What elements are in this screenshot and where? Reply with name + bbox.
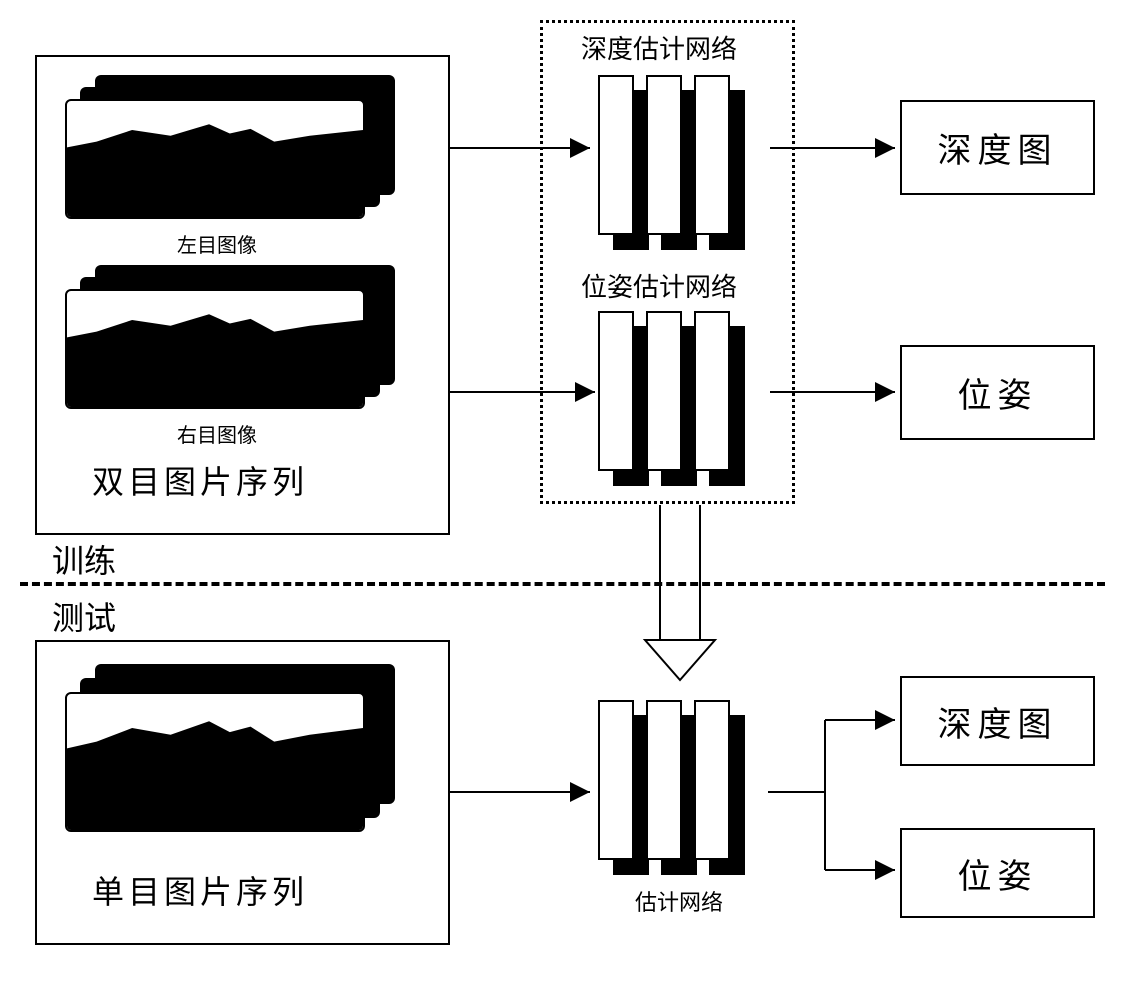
left-image-label: 左目图像 (177, 229, 257, 258)
test-network-icon (598, 700, 756, 880)
testing-output-pose-label: 位姿 (958, 849, 1038, 898)
mono-image-stack (65, 664, 400, 839)
training-section-label: 训练 (52, 536, 116, 582)
training-output-depth-label: 深度图 (938, 123, 1058, 172)
training-input-title: 双目图片序列 (92, 457, 308, 503)
testing-input-title: 单目图片序列 (92, 867, 308, 913)
training-input-box: 左目图像 右目图像 双目图片序列 (35, 55, 450, 535)
depth-net-label: 深度估计网络 (581, 29, 737, 66)
section-divider (20, 582, 1105, 586)
testing-input-box: 单目图片序列 (35, 640, 450, 945)
test-network-label: 估计网络 (635, 885, 723, 917)
pose-network-icon (598, 311, 756, 491)
training-networks-box: 深度估计网络 位姿估计网络 (540, 20, 795, 504)
testing-output-pose: 位姿 (900, 828, 1095, 918)
testing-output-depth-label: 深度图 (938, 697, 1058, 746)
training-output-depth: 深度图 (900, 100, 1095, 195)
depth-network-icon (598, 75, 756, 255)
right-image-stack (65, 265, 400, 420)
right-image-label: 右目图像 (177, 419, 257, 448)
left-image-stack (65, 75, 400, 230)
testing-output-depth: 深度图 (900, 676, 1095, 766)
pose-net-label: 位姿估计网络 (581, 267, 737, 304)
training-output-pose-label: 位姿 (958, 368, 1038, 417)
training-output-pose: 位姿 (900, 345, 1095, 440)
testing-section-label: 测试 (52, 593, 116, 639)
